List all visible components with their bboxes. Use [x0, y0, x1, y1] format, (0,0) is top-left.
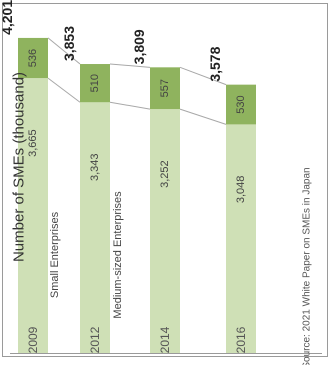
category-label: 2009	[26, 326, 40, 353]
bar-medium	[80, 102, 110, 354]
series-label-medium: Medium-sized Enterprises	[112, 191, 124, 319]
category-label: 2012	[88, 326, 102, 353]
total-label: 4,201	[0, 0, 15, 35]
bar-small	[226, 84, 256, 125]
series-label-small: Small Enterprises	[49, 211, 61, 298]
total-label: 3,578	[207, 46, 223, 81]
bar-medium	[226, 124, 256, 354]
connector-line-small	[179, 66, 227, 86]
connector-line-medium	[47, 77, 81, 103]
data-label-small: 536	[27, 49, 39, 67]
data-label-medium: 3,665	[27, 129, 39, 157]
chart-frame	[2, 3, 328, 357]
bar-small	[150, 67, 180, 110]
bar-small	[80, 64, 110, 103]
y-axis-label: Number of SMEs (thousand)	[11, 72, 28, 262]
connector-line-small	[109, 63, 151, 68]
category-label: 2014	[158, 326, 172, 353]
data-label-medium: 3,048	[235, 176, 247, 204]
category-label: 2016	[234, 326, 248, 353]
data-label-small: 510	[89, 74, 101, 92]
connector-line-medium	[179, 108, 227, 125]
connector-line-small	[47, 37, 81, 65]
bar-medium	[150, 109, 180, 353]
bar-medium	[18, 78, 48, 353]
bar-small	[18, 37, 48, 79]
data-label-medium: 3,343	[89, 154, 101, 182]
data-label-small: 557	[159, 79, 171, 97]
total-label: 3,809	[131, 29, 147, 64]
data-label-small: 530	[235, 95, 247, 113]
connector-line-medium	[109, 101, 151, 110]
total-label: 3,853	[61, 26, 77, 61]
source-note: Source: 2021 White Paper on SMEs in Japa…	[302, 167, 313, 365]
data-label-medium: 3,252	[159, 160, 171, 188]
